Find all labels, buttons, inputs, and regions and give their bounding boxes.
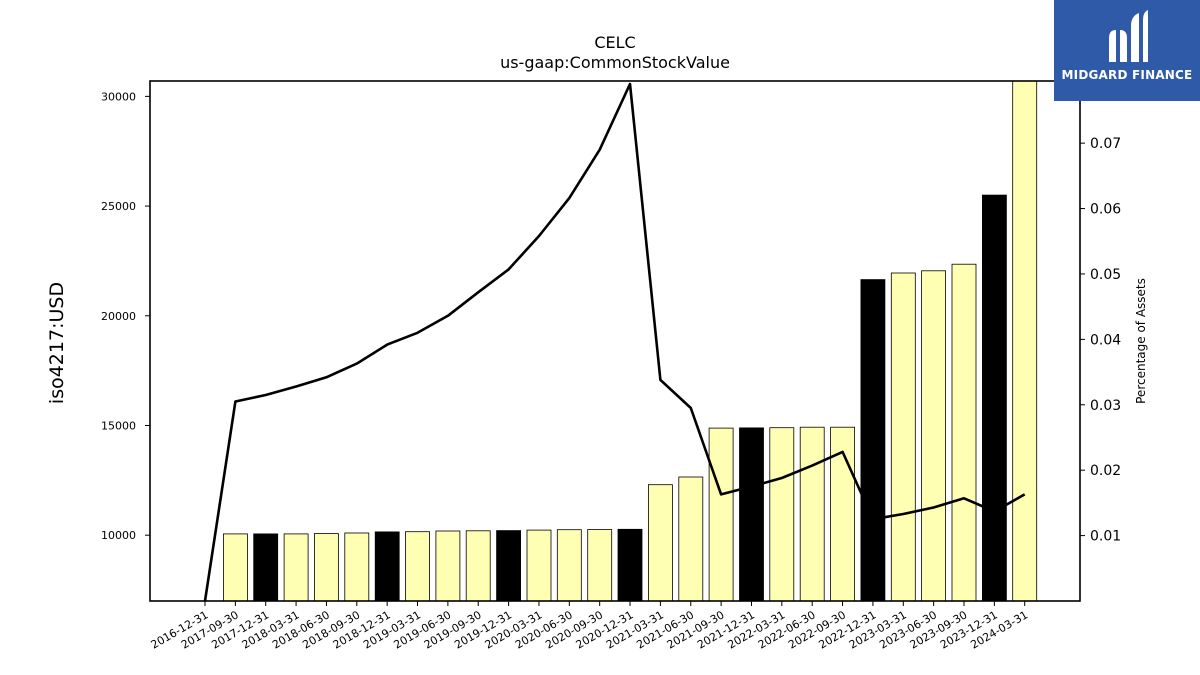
bar-2020-03-31: [526, 529, 552, 602]
y2-tick-label: 0.07: [1090, 136, 1121, 152]
bar-2019-06-30: [435, 530, 461, 602]
bar-2018-09-30: [344, 532, 370, 602]
bar-2019-03-31: [405, 531, 430, 602]
bar-2021-06-30: [678, 476, 704, 602]
y2-tick-label: 0.06: [1090, 202, 1121, 218]
bar-2022-03-31: [769, 427, 795, 602]
bar-2019-09-30: [465, 530, 491, 602]
bar-2023-09-30: [951, 263, 977, 602]
bar-2021-03-31: [648, 484, 673, 602]
bar-2020-12-31: [617, 528, 643, 602]
bar-2020-09-30: [587, 529, 613, 602]
midgard-finance-logo: MIDGARD FINANCE: [1054, 0, 1200, 101]
y-tick-label: 10000: [101, 529, 136, 542]
bar-2017-09-30: [222, 533, 248, 602]
y-tick-label: 15000: [101, 419, 136, 432]
bar-2021-12-31: [739, 427, 764, 602]
y-tick-label: 20000: [101, 310, 136, 323]
bar-2018-12-31: [374, 531, 400, 602]
bar-2018-06-30: [313, 533, 339, 602]
y-axis-ticks: 10000 15000 20000 25000 30000: [101, 90, 150, 542]
y2-axis-ticks: 0.01 0.02 0.03 0.04 0.05 0.06 0.07: [1080, 136, 1121, 545]
bar-2020-06-30: [556, 529, 582, 602]
bar-2018-03-31: [283, 533, 309, 602]
bar-2023-03-31: [890, 272, 916, 602]
plot-frame: [149, 80, 1081, 602]
chart-subtitle: us-gaap:CommonStockValue: [500, 53, 730, 72]
y-tick-label: 30000: [101, 90, 136, 103]
y2-tick-label: 0.02: [1090, 463, 1121, 479]
y2-tick-label: 0.01: [1090, 529, 1121, 545]
midgard-logo-icon: [1109, 10, 1148, 62]
bar-series: [222, 80, 1038, 602]
y-axis-label: iso4217:USD: [46, 282, 68, 404]
bar-2022-06-30: [799, 426, 825, 602]
bar-2023-12-31: [982, 194, 1007, 602]
y2-axis-label: Percentage of Assets: [1134, 278, 1148, 404]
bar-2021-09-30: [708, 427, 734, 602]
x-axis-ticks: 2016-12-312017-09-302017-12-312018-03-31…: [149, 601, 1030, 652]
y-tick-label: 25000: [101, 200, 136, 213]
bar-2022-12-31: [860, 279, 886, 602]
bar-2024-03-31: [1012, 80, 1038, 602]
y2-tick-label: 0.05: [1090, 267, 1121, 283]
bar-2019-12-31: [496, 530, 522, 602]
y2-tick-label: 0.03: [1090, 398, 1121, 414]
bar-2023-06-30: [921, 270, 946, 602]
chart-title: CELC: [594, 33, 635, 52]
bar-2017-12-31: [253, 533, 279, 602]
y2-tick-label: 0.04: [1090, 332, 1121, 348]
percentage-line: [203, 82, 1026, 602]
logo-text: MIDGARD FINANCE: [1061, 68, 1193, 82]
